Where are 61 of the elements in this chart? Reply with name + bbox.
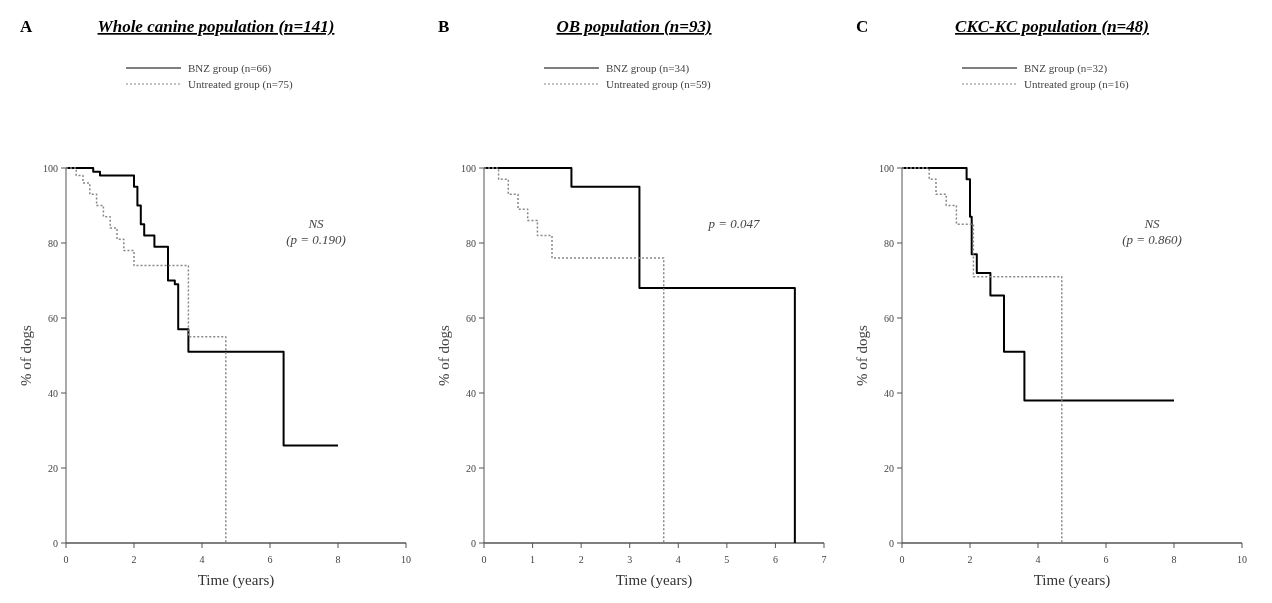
x-tick-label: 6 bbox=[267, 554, 273, 565]
y-tick-label: 100 bbox=[461, 163, 476, 174]
y-tick-label: 80 bbox=[466, 238, 476, 249]
legend-label: BNZ group (n=34) bbox=[606, 62, 690, 75]
legend-label: BNZ group (n=66) bbox=[188, 62, 272, 75]
y-tick-label: 20 bbox=[48, 463, 58, 474]
x-tick-label: 0 bbox=[481, 554, 487, 565]
annotation: NS bbox=[307, 216, 325, 231]
x-tick-label: 4 bbox=[675, 554, 681, 565]
x-tick-label: 3 bbox=[627, 554, 633, 565]
y-tick-label: 60 bbox=[466, 313, 476, 324]
chart-title: OB population (n=93) bbox=[556, 17, 712, 36]
y-tick-label: 40 bbox=[48, 388, 58, 399]
annotation: p = 0.047 bbox=[707, 216, 761, 231]
annotation: NS bbox=[1143, 216, 1161, 231]
x-tick-label: 2 bbox=[967, 554, 973, 565]
y-tick-label: 0 bbox=[53, 538, 58, 549]
legend-label: Untreated group (n=59) bbox=[606, 78, 711, 91]
y-tick-label: 40 bbox=[466, 388, 476, 399]
y-tick-label: 20 bbox=[884, 463, 894, 474]
y-axis-title: % of dogs bbox=[854, 324, 870, 386]
x-tick-label: 6 bbox=[1103, 554, 1109, 565]
legend-label: BNZ group (n=32) bbox=[1024, 62, 1108, 75]
x-tick-label: 4 bbox=[199, 554, 205, 565]
y-tick-label: 40 bbox=[884, 388, 894, 399]
y-tick-label: 80 bbox=[884, 238, 894, 249]
y-tick-label: 100 bbox=[43, 163, 58, 174]
x-axis-title: Time (years) bbox=[1033, 572, 1111, 589]
x-tick-label: 0 bbox=[63, 554, 69, 565]
y-axis-title: % of dogs bbox=[18, 324, 34, 386]
x-axis-title: Time (years) bbox=[615, 572, 693, 589]
x-tick-label: 7 bbox=[821, 554, 827, 565]
y-tick-label: 60 bbox=[884, 313, 894, 324]
x-tick-label: 4 bbox=[1035, 554, 1041, 565]
text: B bbox=[438, 17, 450, 36]
x-axis-title: Time (years) bbox=[197, 572, 275, 589]
x-tick-label: 6 bbox=[772, 554, 778, 565]
x-tick-label: 8 bbox=[335, 554, 341, 565]
text: A bbox=[20, 17, 33, 36]
y-axis-title: % of dogs bbox=[436, 324, 452, 386]
y-tick-label: 60 bbox=[48, 313, 58, 324]
text: C bbox=[856, 17, 869, 36]
annotation: (p = 0.860) bbox=[1122, 232, 1182, 247]
y-tick-label: 0 bbox=[889, 538, 894, 549]
y-tick-label: 100 bbox=[879, 163, 894, 174]
chart-title: CKC-KC population (n=48) bbox=[955, 17, 1149, 36]
annotation: (p = 0.190) bbox=[286, 232, 346, 247]
x-tick-label: 1 bbox=[530, 554, 536, 565]
legend-label: Untreated group (n=75) bbox=[188, 78, 293, 91]
y-tick-label: 80 bbox=[48, 238, 58, 249]
legend-label: Untreated group (n=16) bbox=[1024, 78, 1129, 91]
y-tick-label: 20 bbox=[466, 463, 476, 474]
y-tick-label: 0 bbox=[471, 538, 476, 549]
x-tick-label: 5 bbox=[724, 554, 730, 565]
x-tick-label: 0 bbox=[899, 554, 905, 565]
x-tick-label: 2 bbox=[578, 554, 584, 565]
x-tick-label: 10 bbox=[1237, 554, 1247, 565]
chart-title: Whole canine population (n=141) bbox=[97, 17, 335, 36]
x-tick-label: 8 bbox=[1171, 554, 1177, 565]
x-tick-label: 10 bbox=[401, 554, 411, 565]
x-tick-label: 2 bbox=[131, 554, 137, 565]
